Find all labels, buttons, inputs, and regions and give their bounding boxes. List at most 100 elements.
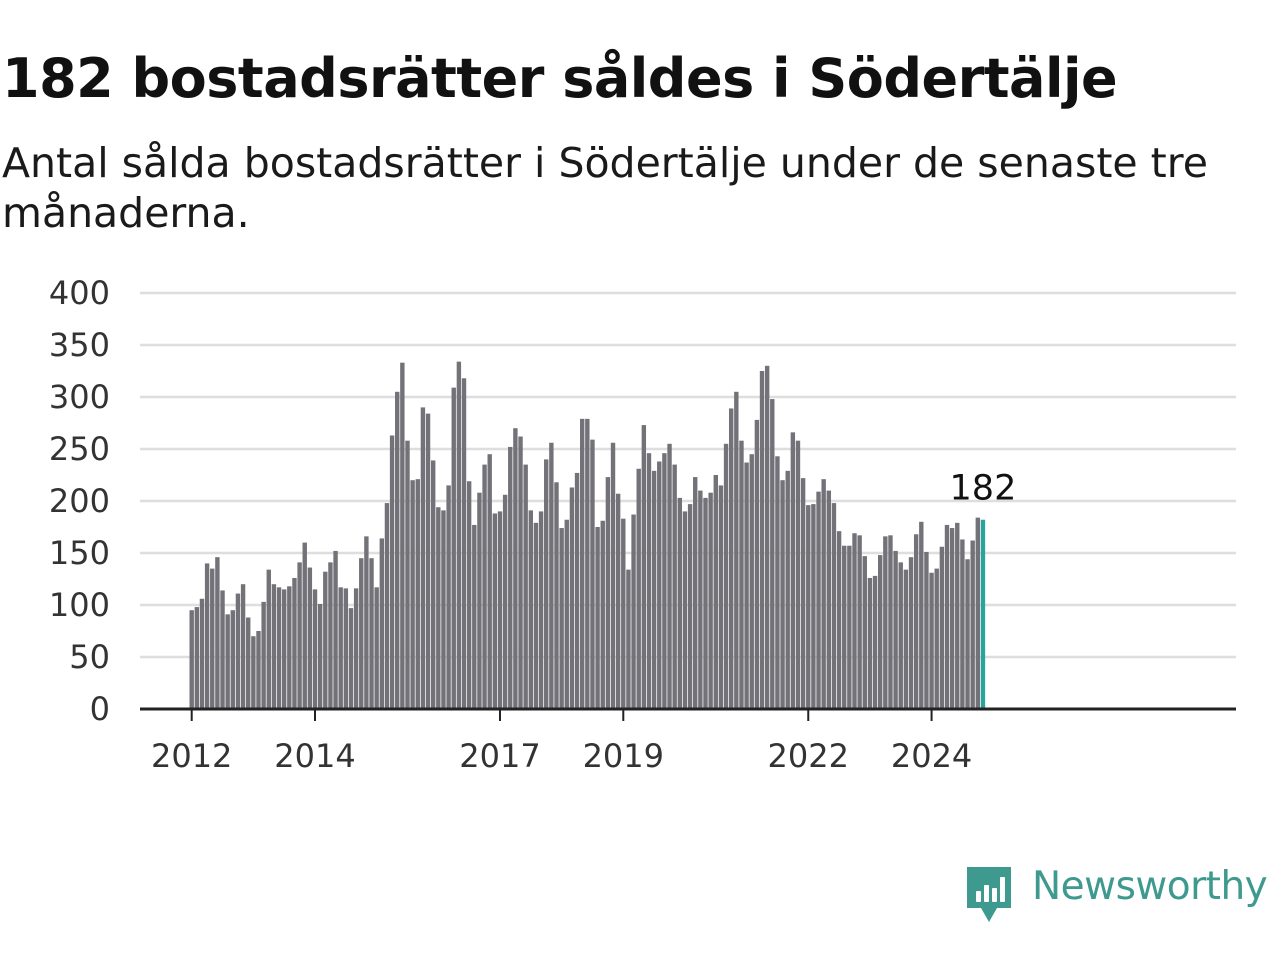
bar <box>728 408 734 709</box>
bar <box>682 511 688 709</box>
bar <box>944 524 950 709</box>
bar <box>389 435 395 709</box>
bar <box>785 470 790 709</box>
bar <box>436 507 441 709</box>
bar <box>903 569 909 709</box>
bar <box>451 387 456 709</box>
bar <box>400 362 405 709</box>
bar <box>888 535 893 709</box>
bar <box>754 419 760 709</box>
bar <box>734 391 739 709</box>
bar <box>708 492 713 709</box>
bar <box>590 439 595 709</box>
x-tick-label: 2024 <box>891 737 972 775</box>
x-tick-label: 2017 <box>459 737 540 775</box>
brand-logo: Newsworthy <box>964 864 1268 926</box>
bar <box>189 610 194 709</box>
bar <box>307 567 313 709</box>
last-value-label: 182 <box>950 469 1017 509</box>
y-tick-label: 350 <box>49 326 110 364</box>
bar <box>554 482 559 709</box>
bar <box>703 497 708 709</box>
bar <box>513 428 518 709</box>
bar <box>919 521 924 709</box>
bar <box>472 524 477 709</box>
bar <box>508 446 513 709</box>
bar <box>456 361 462 709</box>
bar <box>523 464 528 709</box>
bar <box>585 418 590 709</box>
bar <box>246 617 251 709</box>
bar <box>970 540 975 709</box>
bar <box>379 538 385 709</box>
bar <box>559 528 564 709</box>
y-tick-label: 250 <box>49 430 110 468</box>
bar <box>641 425 647 709</box>
y-tick-label: 300 <box>49 378 110 416</box>
bar <box>544 459 549 709</box>
bar <box>235 593 241 709</box>
bar <box>877 555 883 709</box>
bar <box>492 513 498 709</box>
bar <box>949 528 955 709</box>
bar <box>626 569 631 709</box>
bar <box>898 562 903 709</box>
bar <box>482 464 487 709</box>
bar <box>605 477 611 709</box>
bar <box>317 603 323 709</box>
bar <box>364 536 369 709</box>
chart-subtitle: Antal sålda bostadsrätter i Södertälje u… <box>2 139 1208 237</box>
bar <box>965 559 970 709</box>
bar <box>816 491 821 709</box>
bar <box>538 511 544 709</box>
bar <box>615 493 621 709</box>
bar <box>487 454 492 709</box>
bar <box>220 590 225 709</box>
bar <box>210 568 215 709</box>
bar <box>569 487 575 709</box>
bar <box>908 557 914 709</box>
bar <box>230 610 235 709</box>
bar <box>939 546 945 709</box>
bar <box>271 584 277 709</box>
bar <box>199 598 205 709</box>
bar <box>718 485 724 709</box>
bar <box>446 485 451 709</box>
bar <box>744 462 749 709</box>
y-tick-label: 400 <box>49 274 110 312</box>
bar <box>266 569 271 709</box>
bar <box>251 636 256 709</box>
bar <box>549 442 554 709</box>
bar <box>425 413 431 709</box>
bar <box>883 536 888 709</box>
bar <box>836 531 842 709</box>
bar <box>693 477 698 709</box>
bar <box>723 443 729 709</box>
bar <box>323 571 328 709</box>
bar <box>600 520 605 709</box>
bar <box>297 562 302 709</box>
bar <box>646 453 652 709</box>
bar <box>225 614 230 709</box>
bar <box>975 517 981 709</box>
bar <box>261 601 266 709</box>
bar <box>610 442 616 709</box>
bar <box>842 545 847 709</box>
bar <box>929 572 934 709</box>
bar <box>348 608 354 709</box>
bar <box>574 472 580 709</box>
bar <box>811 504 816 709</box>
bar <box>636 468 641 709</box>
bar <box>502 494 508 709</box>
bar <box>276 587 282 709</box>
bar-highlight <box>980 519 986 709</box>
bar <box>256 631 261 709</box>
bar <box>662 453 667 709</box>
x-tick-label: 2022 <box>768 737 849 775</box>
x-tick-label: 2014 <box>274 737 355 775</box>
bar <box>518 436 523 709</box>
bar <box>405 440 410 709</box>
bar <box>934 568 939 709</box>
bar <box>333 550 338 709</box>
bar <box>651 470 657 709</box>
